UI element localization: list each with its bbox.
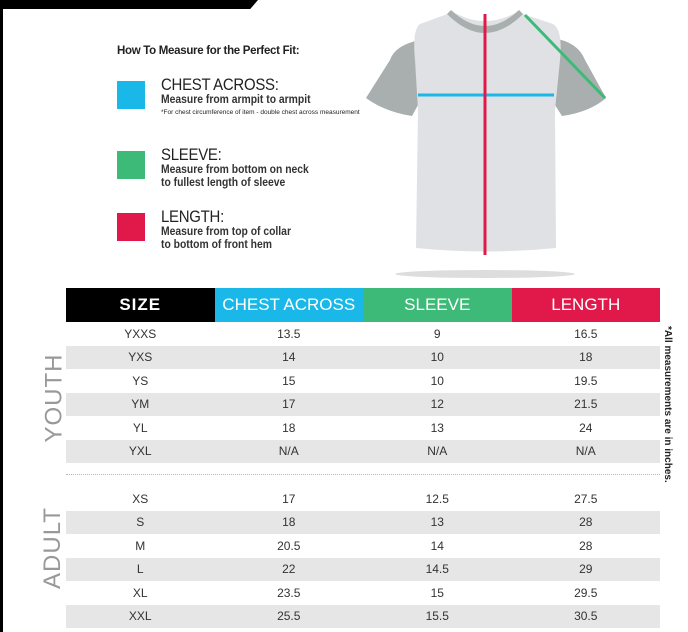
sleeve-color-swatch: [117, 151, 145, 179]
table-row: YL 18 13 24: [66, 416, 660, 440]
adult-label: ADULT: [38, 507, 66, 589]
legend-title: SLEEVE:: [161, 145, 222, 164]
table-row: YS 15 10 19.5: [66, 369, 660, 393]
collar: [447, 10, 523, 33]
legend-note: *For chest circumference of item - doubl…: [161, 109, 360, 116]
chest-cell: 14: [214, 345, 363, 369]
length-cell: 24: [579, 420, 593, 435]
legend-title: CHEST ACROSS:: [161, 75, 279, 94]
size-cell: S: [66, 510, 215, 534]
chest-cell: 18: [282, 420, 296, 435]
sleeve-cell: 15: [430, 585, 444, 600]
section-divider: [66, 474, 660, 475]
size-cell: YL: [132, 420, 148, 435]
top-banner-bar: [0, 0, 258, 9]
size-cell: YS: [132, 373, 149, 388]
adult-size-table: XS 17 12.5 27.5 S 18 13 28 M 20.5 14 28 L 22 14.5 29 XL 2…: [66, 487, 660, 628]
legend-title: LENGTH:: [161, 207, 224, 226]
table-row: YM 17 12 21.5: [66, 392, 660, 416]
size-cell: L: [66, 557, 215, 581]
table-row: XL 23.5 15 29.5: [66, 581, 660, 605]
chest-cell: 23.5: [277, 585, 301, 600]
length-cell: 30.5: [511, 604, 660, 628]
chest-cell: 22: [214, 557, 363, 581]
legend-chest: CHEST ACROSS: Measure from armpit to arm…: [117, 76, 361, 116]
sleeve-cell: N/A: [363, 439, 512, 463]
chest-cell: 13.5: [277, 326, 301, 341]
length-cell: 29: [511, 557, 660, 581]
length-cell: 18: [511, 345, 660, 369]
length-cell: 16.5: [574, 326, 598, 341]
sleeve-cell: 12: [363, 392, 512, 416]
right-sleeve: [553, 38, 606, 116]
legend-desc: to bottom of front hem: [161, 239, 272, 251]
table-row: M 20.5 14 28: [66, 534, 660, 558]
size-cell: YM: [66, 392, 215, 416]
length-color-swatch: [117, 213, 145, 241]
chest-cell: 25.5: [214, 604, 363, 628]
size-cell: M: [135, 538, 146, 553]
chest-cell: N/A: [214, 439, 363, 463]
sleeve-cell: 9: [433, 326, 441, 341]
left-border: [0, 0, 3, 632]
chest-cell: 18: [214, 510, 363, 534]
youth-size-table: SIZE CHEST ACROSS SLEEVE LENGTH YXXS 13.5…: [66, 288, 660, 463]
chest-cell: 17: [282, 491, 296, 506]
sleeve-cell: 15.5: [363, 604, 512, 628]
measurement-note: *All measurements are in inches.: [662, 326, 673, 483]
shirt-body: [414, 12, 561, 252]
size-cell: XS: [132, 491, 149, 506]
table-row: YXS 14 10 18: [66, 345, 660, 369]
sleeve-cell: 12.5: [425, 491, 449, 506]
legend-desc: Measure from armpit to armpit: [161, 94, 311, 106]
size-cell: YXS: [66, 345, 215, 369]
length-cell: 21.5: [511, 392, 660, 416]
chest-cell: 15: [282, 373, 296, 388]
size-cell: XXL: [66, 604, 215, 628]
table-row: XXL 25.5 15.5 30.5: [66, 604, 660, 628]
sleeve-cell: 13: [363, 510, 512, 534]
table-row: L 22 14.5 29: [66, 557, 660, 581]
left-sleeve: [366, 40, 420, 116]
size-cell: XL: [132, 585, 148, 600]
header-length: LENGTH: [511, 288, 660, 322]
chest-color-swatch: [117, 81, 145, 109]
legend-desc: Measure from top of collar: [161, 226, 291, 238]
instructions-heading: How To Measure for the Perfect Fit:: [117, 45, 300, 57]
header-size: SIZE: [66, 288, 215, 322]
table-row: XS 17 12.5 27.5: [66, 487, 660, 511]
legend-desc: to fullest length of sleeve: [161, 177, 286, 189]
length-cell: 28: [579, 538, 593, 553]
table-row: S 18 13 28: [66, 510, 660, 534]
sleeve-cell: 10: [430, 373, 444, 388]
table-row: YXL N/A N/A N/A: [66, 439, 660, 463]
sleeve-line: [523, 13, 607, 100]
size-cell: YXL: [66, 439, 215, 463]
sleeve-cell: 13: [430, 420, 444, 435]
sleeve-cell: 14: [430, 538, 444, 553]
youth-label: YOUTH: [40, 353, 68, 443]
legend-sleeve: SLEEVE: Measure from bottom on neck to f…: [117, 146, 325, 190]
table-header: SIZE CHEST ACROSS SLEEVE LENGTH: [66, 288, 660, 322]
sleeve-cell: 10: [363, 345, 512, 369]
table-row: YXXS 13.5 9 16.5: [66, 322, 660, 346]
tshirt-diagram: [366, 10, 607, 278]
length-cell: 27.5: [574, 491, 598, 506]
header-sleeve: SLEEVE: [363, 288, 512, 322]
chest-cell: 17: [214, 392, 363, 416]
size-cell: YXXS: [124, 326, 157, 341]
length-cell: N/A: [511, 439, 660, 463]
chest-cell: 20.5: [277, 538, 301, 553]
shirt-shadow: [395, 270, 575, 278]
header-chest: CHEST ACROSS: [214, 288, 363, 322]
length-cell: 19.5: [574, 373, 598, 388]
legend-length: LENGTH: Measure from top of collar to bo…: [117, 208, 305, 252]
length-cell: 28: [511, 510, 660, 534]
legend-desc: Measure from bottom on neck: [161, 164, 309, 176]
length-cell: 29.5: [574, 585, 598, 600]
sleeve-cell: 14.5: [363, 557, 512, 581]
